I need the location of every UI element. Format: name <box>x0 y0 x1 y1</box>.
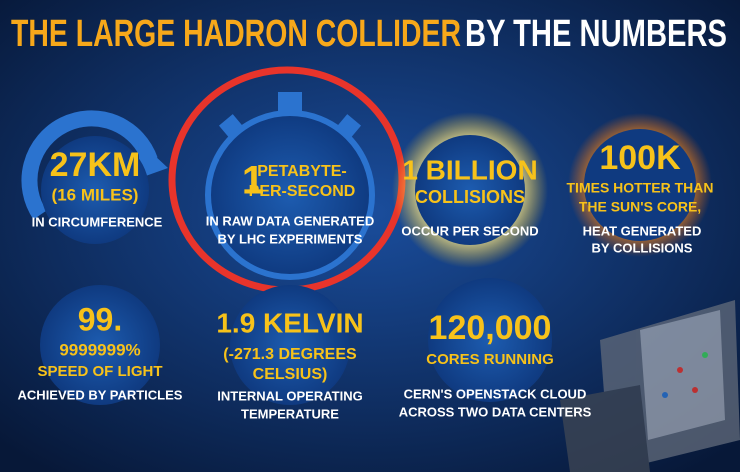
stopwatch-button <box>218 114 244 138</box>
stat-caption: IN CIRCUMFERENCE <box>32 214 163 229</box>
stat-figure: 1.9 KELVIN <box>216 307 363 338</box>
detector-base <box>560 385 650 472</box>
disc <box>40 285 160 405</box>
stat-caption: BY COLLISIONS <box>592 240 693 255</box>
stat-figure: 1 <box>242 159 264 203</box>
stat-caption: IN RAW DATA GENERATED <box>206 213 375 228</box>
stat-figure: 120,000 <box>429 309 552 347</box>
stat-caption: OCCUR PER SECOND <box>401 223 538 238</box>
stat-figure: 99. <box>78 301 122 337</box>
stat-figure: CELSIUS) <box>253 366 328 383</box>
disc <box>230 285 350 405</box>
hit <box>692 387 698 393</box>
stat-figure: 27KM <box>50 146 141 184</box>
stat-figure: PETABYTE- <box>257 163 346 180</box>
stat-figure: COLLISIONS <box>415 187 525 207</box>
title-highlight: THE LARGE HADRON COLLIDER <box>11 13 461 55</box>
stat-caption: CERN'S OPENSTACK CLOUD <box>404 386 587 401</box>
stat-figure: 9999999% <box>59 340 140 359</box>
disc <box>428 278 552 402</box>
stat-figure: (16 MILES) <box>52 185 139 204</box>
stat-figure: SPEED OF LIGHT <box>37 363 162 380</box>
ring-arrow <box>21 110 158 220</box>
title-rest: BY THE NUMBERS <box>465 13 727 55</box>
hit <box>677 367 683 373</box>
disc <box>41 136 149 244</box>
stat-figure: CORES RUNNING <box>426 351 554 368</box>
hit <box>662 392 668 398</box>
stat-caption: TEMPERATURE <box>241 406 339 421</box>
arrow-head <box>138 140 168 178</box>
stopwatch-button <box>336 114 362 138</box>
stat-figure: (-271.3 DEGREES <box>223 346 357 363</box>
stat-caption: HEAT GENERATED <box>583 223 702 238</box>
stat-caption: INTERNAL OPERATING <box>217 388 362 403</box>
detector-layer <box>640 310 725 440</box>
decorations <box>21 66 740 472</box>
stat-figure: THE SUN'S CORE, <box>579 199 701 215</box>
stat-figure: 100K <box>599 139 681 177</box>
disc <box>584 129 696 241</box>
stat-caption: ACHIEVED BY PARTICLES <box>18 387 183 402</box>
stat-figure: PER-SECOND <box>249 183 356 200</box>
stat-figure: TIMES HOTTER THAN <box>567 180 714 196</box>
hit <box>702 352 708 358</box>
disc <box>415 135 525 245</box>
stat-caption: ACROSS TWO DATA CENTERS <box>399 404 592 419</box>
detector <box>560 300 740 472</box>
stat-caption: BY LHC EXPERIMENTS <box>218 231 363 246</box>
stopwatch-crown <box>278 92 302 114</box>
stat-figure: 1 BILLION <box>402 154 537 185</box>
